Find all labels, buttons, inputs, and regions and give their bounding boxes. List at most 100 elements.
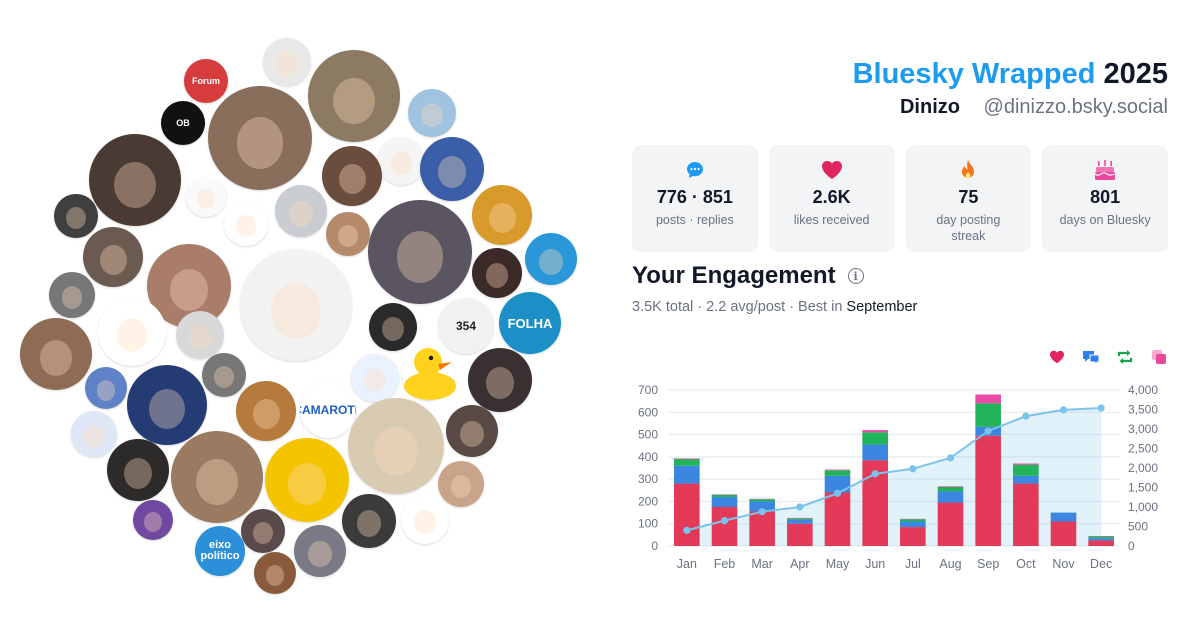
avatar[interactable] <box>369 303 417 351</box>
bar-replies <box>711 496 738 507</box>
avatar[interactable] <box>224 202 268 246</box>
cumulative-point <box>946 454 955 462</box>
avatar[interactable] <box>420 137 484 201</box>
avatar-face <box>364 368 386 393</box>
bar-quotes <box>674 458 700 460</box>
avatar[interactable] <box>85 367 127 409</box>
quote-icon[interactable] <box>1150 348 1168 366</box>
duck-sticker-icon <box>402 342 458 407</box>
avatar-face <box>539 248 563 275</box>
avatar-face <box>189 325 211 350</box>
reply-icon[interactable] <box>1082 348 1100 366</box>
avatar[interactable] <box>254 552 296 594</box>
avatar[interactable] <box>326 212 370 256</box>
avatar-logo-text: eixo político <box>200 539 240 562</box>
avatar[interactable] <box>20 318 92 390</box>
bar-likes <box>1088 540 1114 546</box>
bar-reposts <box>862 432 888 445</box>
avatar[interactable] <box>83 227 143 287</box>
avatar[interactable] <box>342 494 396 548</box>
cumulative-point <box>720 517 729 525</box>
avatar[interactable] <box>348 398 444 494</box>
bar-likes <box>1050 521 1077 546</box>
avatar[interactable] <box>236 381 296 441</box>
avatar[interactable] <box>275 185 327 237</box>
y-right-tick-label: 0 <box>1128 539 1135 553</box>
stats-row: 776 · 851 posts · replies 2.6K likes rec… <box>632 145 1168 252</box>
avatar[interactable]: 354 <box>438 298 494 354</box>
cumulative-point <box>871 470 879 478</box>
avatar[interactable] <box>54 194 98 238</box>
avatar-face <box>338 164 366 194</box>
avatar[interactable]: Forum <box>184 59 228 103</box>
avatar[interactable]: eixo político <box>195 526 245 576</box>
avatar[interactable] <box>265 438 349 522</box>
avatar[interactable] <box>525 233 577 285</box>
avatar[interactable] <box>351 354 399 402</box>
x-tick-label: Oct <box>1016 557 1036 571</box>
avatar[interactable] <box>240 249 352 361</box>
avatar-face <box>116 318 148 353</box>
avatar[interactable] <box>468 348 532 412</box>
avatar[interactable]: OB <box>161 101 205 145</box>
avatar[interactable] <box>377 137 425 185</box>
avatar[interactable] <box>71 411 117 457</box>
bar-reposts <box>674 459 700 466</box>
avatar-face <box>114 161 156 208</box>
bar-replies <box>749 501 775 512</box>
avatar-face <box>374 426 418 475</box>
y-left-tick-label: 0 <box>651 539 658 553</box>
avatar[interactable] <box>133 500 173 540</box>
avatar-face <box>437 156 467 189</box>
avatar[interactable] <box>186 177 226 217</box>
avatar[interactable] <box>368 200 472 304</box>
bar-reposts <box>1088 536 1114 539</box>
avatar[interactable] <box>49 272 95 318</box>
y-right-tick-label: 3,500 <box>1128 403 1158 417</box>
avatar[interactable] <box>438 461 484 507</box>
avatar[interactable] <box>472 185 532 245</box>
avatar-face <box>276 52 298 77</box>
bar-reposts <box>975 403 1001 427</box>
avatar[interactable] <box>107 439 169 501</box>
avatar-face <box>289 200 313 227</box>
stat-label: posts · replies <box>655 213 734 227</box>
y-right-tick-label: 3,000 <box>1128 422 1158 436</box>
avatar[interactable] <box>446 405 498 457</box>
cumulative-point <box>1097 404 1105 412</box>
cake-icon <box>1094 159 1116 181</box>
avatar[interactable] <box>171 431 263 523</box>
avatar[interactable] <box>176 311 224 359</box>
avatar[interactable] <box>89 134 181 226</box>
avatar-face <box>214 366 234 389</box>
y-right-tick-label: 2,500 <box>1128 442 1158 456</box>
heart-icon[interactable] <box>1048 348 1066 366</box>
avatar[interactable] <box>98 298 166 366</box>
avatar[interactable]: CAMAROTE <box>300 382 356 438</box>
avatar[interactable] <box>208 86 312 190</box>
user-handle[interactable]: @dinizzo.bsky.social <box>983 96 1168 118</box>
avatar[interactable] <box>322 146 382 206</box>
cumulative-point <box>796 503 804 511</box>
avatar-face <box>414 510 436 535</box>
avatar[interactable]: FOLHA <box>499 292 561 354</box>
user-info: Dinizo @dinizzo.bsky.social <box>900 96 1168 119</box>
avatar[interactable] <box>401 496 449 544</box>
avatar[interactable] <box>308 50 400 142</box>
repost-icon[interactable] <box>1116 348 1134 366</box>
avatar[interactable] <box>294 525 346 577</box>
engagement-summary: 3.5K total · 2.2 avg/post · Best in Sept… <box>632 299 917 315</box>
best-month: September <box>846 299 918 315</box>
avatar[interactable] <box>241 509 285 553</box>
avatar[interactable] <box>263 38 311 86</box>
avatar[interactable] <box>408 89 456 137</box>
y-right-tick-label: 2,000 <box>1128 461 1158 475</box>
avatar[interactable] <box>472 248 522 298</box>
avatar-face <box>99 245 127 275</box>
avatar[interactable] <box>127 365 207 445</box>
avatar-logo-text: CAMAROTE <box>300 403 356 417</box>
avatar-face <box>333 77 375 124</box>
avatar[interactable] <box>202 353 246 397</box>
info-icon[interactable]: i <box>847 268 864 284</box>
x-tick-label: Jan <box>677 557 697 571</box>
